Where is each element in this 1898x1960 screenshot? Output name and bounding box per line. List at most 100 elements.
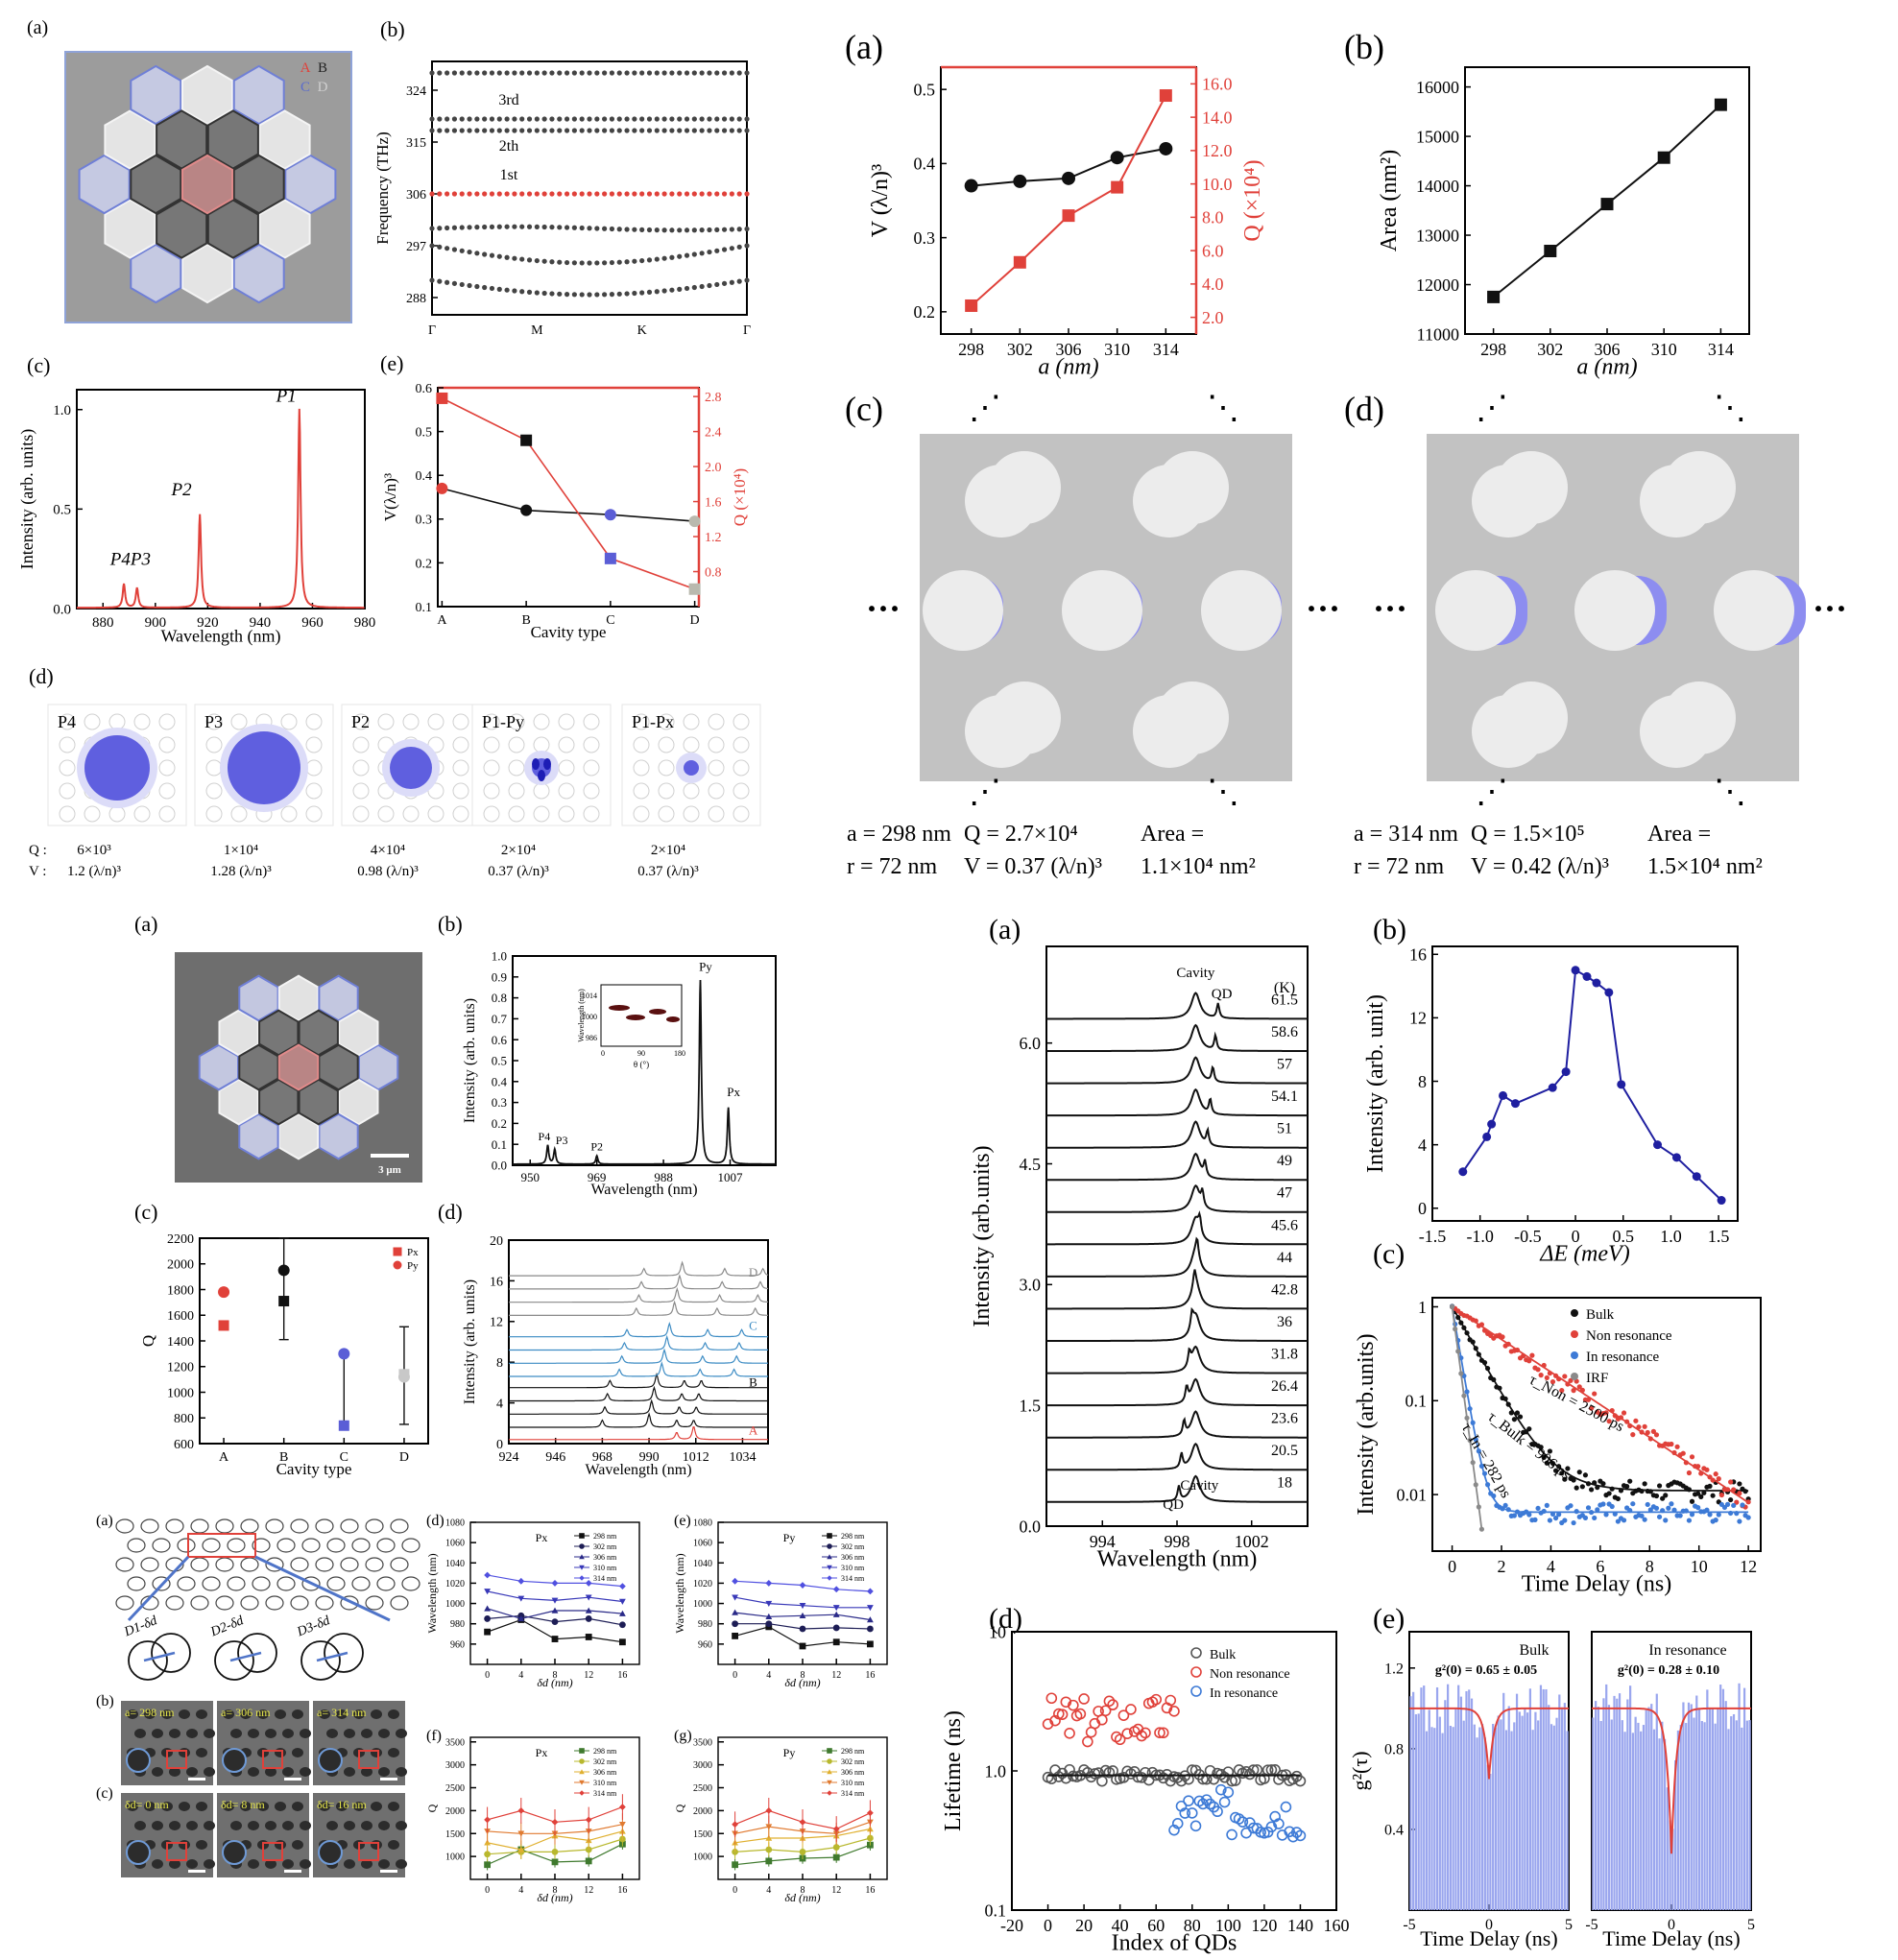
sem-hole	[344, 1859, 355, 1869]
g2-bar	[1709, 1709, 1712, 1910]
band-label-1st: 1st	[500, 167, 518, 183]
decay-point	[1562, 1518, 1568, 1523]
band-point	[594, 70, 600, 76]
air-hole	[1156, 681, 1229, 754]
decay-point	[1663, 1518, 1669, 1523]
lifetime-point	[1114, 1733, 1126, 1746]
y-tick-label: 1080	[693, 1518, 712, 1529]
decay-point	[1526, 1358, 1532, 1364]
temperature-label: 42.8	[1271, 1281, 1298, 1298]
legend-marker	[1571, 1330, 1578, 1338]
x-tick-label: 4	[518, 1670, 523, 1681]
g2-bar	[1430, 1727, 1433, 1910]
decay-point	[1645, 1501, 1650, 1508]
lattice-hole	[508, 782, 525, 800]
x-tick-label: 946	[545, 1450, 565, 1465]
g2-bar	[1690, 1704, 1693, 1910]
lattice-hole	[558, 736, 575, 753]
x-axis-label: Wavelength (nm)	[1097, 1546, 1258, 1571]
sem-hole	[388, 1802, 399, 1811]
intensity-point	[1499, 1090, 1508, 1100]
band-point	[557, 116, 563, 122]
center-hole	[1201, 570, 1282, 651]
dimer-distance	[143, 1651, 176, 1662]
legend-label: 298 nm	[841, 1747, 865, 1756]
band-point	[526, 70, 533, 76]
lattice-hole	[202, 1576, 221, 1591]
lifetime-point	[1096, 1713, 1108, 1726]
legend-marker	[827, 1790, 832, 1796]
sem-hole	[134, 1729, 146, 1738]
lattice-hole	[558, 782, 575, 800]
y-tick-label: 0.6	[416, 382, 433, 396]
g2-bar	[1449, 1726, 1452, 1910]
legend-marker	[1571, 1309, 1578, 1317]
band-point-highlight	[429, 191, 435, 197]
g2-bar	[1663, 1738, 1667, 1910]
sem-hole	[186, 1729, 198, 1738]
decay-point	[1689, 1512, 1695, 1518]
lattice-hole	[508, 713, 525, 730]
series-point	[585, 1594, 592, 1601]
series-label-c: C	[749, 1318, 757, 1332]
q-point	[1062, 209, 1075, 223]
lattice-hole	[265, 1518, 284, 1534]
band-point	[496, 128, 502, 133]
band-point	[489, 70, 495, 76]
tl-e-vq-chart: A B C D0.10.20.30.40.50.60.81.21.62.02.42.8…	[381, 382, 749, 641]
sem-scalebar	[380, 1870, 397, 1873]
ellipsis-diag: ⋱	[1207, 775, 1239, 810]
lattice-hole	[658, 736, 675, 753]
legend-label: 298 nm	[593, 1747, 617, 1756]
decay-point	[1532, 1517, 1538, 1522]
py-point	[218, 1286, 230, 1299]
decay-point	[1556, 1512, 1562, 1518]
band-point	[684, 252, 690, 258]
band-point	[669, 128, 675, 133]
band-point-highlight	[729, 191, 734, 197]
inset-y-tick: 1000	[582, 1013, 597, 1021]
g2-bar	[1674, 1759, 1677, 1910]
decay-point	[1716, 1512, 1721, 1518]
x-tick-label: 314	[1153, 340, 1179, 359]
decay-point	[1571, 1477, 1576, 1483]
lattice-hole	[127, 1538, 146, 1553]
decay-point	[1544, 1374, 1550, 1381]
x-tick-label: 940	[250, 615, 272, 631]
series-point	[765, 1857, 773, 1865]
band-point	[451, 225, 458, 230]
decay-point	[1718, 1492, 1724, 1498]
band-point	[489, 116, 495, 122]
g2-fit	[1592, 1707, 1751, 1854]
band-point	[534, 257, 540, 264]
band-point	[654, 256, 660, 262]
series-point	[484, 1861, 491, 1869]
ellipsis-diag: ⋰	[969, 775, 1001, 810]
g2-bar	[1473, 1724, 1476, 1910]
lattice-hole	[205, 782, 223, 800]
cavity-hex-b	[156, 109, 208, 170]
band-point-highlight	[482, 191, 488, 197]
decay-point	[1674, 1444, 1680, 1449]
param-area-label: Area =	[1647, 822, 1711, 847]
lattice-hole	[352, 713, 370, 730]
series-point	[765, 1600, 773, 1607]
decay-point	[1647, 1507, 1653, 1513]
lattice-hole	[290, 1595, 309, 1611]
ellipsis-right: ···	[1813, 589, 1847, 628]
y-axis-label: Q	[673, 1804, 686, 1812]
band-point-highlight	[661, 191, 667, 197]
cavity-hex-b	[206, 199, 259, 259]
band-point	[459, 116, 465, 122]
y-tick-label: 0	[496, 1438, 503, 1452]
lattice-hole	[508, 736, 525, 753]
series-point	[732, 1620, 738, 1628]
sem-hole	[127, 1709, 138, 1719]
band-point	[504, 116, 510, 122]
g2-bar	[1724, 1701, 1727, 1910]
band-point	[482, 284, 488, 291]
x-tick-label: 0	[1044, 1916, 1052, 1935]
sem-hole	[152, 1859, 163, 1869]
